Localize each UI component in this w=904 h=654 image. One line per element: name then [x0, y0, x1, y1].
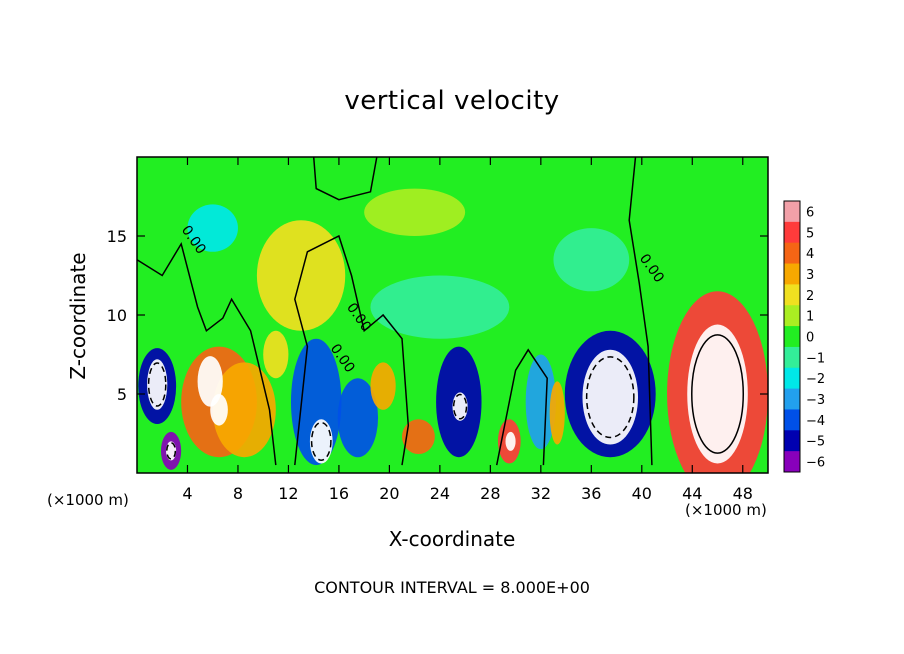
zero-contour-2 — [495, 348, 548, 466]
colorbar-swatch-6 — [784, 326, 800, 348]
colorbar-swatch-3 — [784, 263, 800, 285]
y-tick-label-0: 5 — [117, 385, 127, 404]
field-feature-27 — [553, 228, 630, 292]
x-unit-label-left: (×1000 m) — [47, 491, 129, 509]
field-feature-6 — [197, 356, 223, 407]
contour-22 — [585, 356, 635, 439]
colorbar-swatch-12 — [784, 451, 800, 473]
x-tick-label-1: 8 — [233, 484, 243, 503]
field-feature-28 — [364, 188, 466, 236]
colorbar-swatch-2 — [784, 242, 800, 265]
colorbar-label-9: −3 — [806, 393, 825, 408]
field-feature-16 — [452, 392, 468, 421]
colorbar: 6 5 4 3 2 1 0 −1 −2 −3 −4 −5 −6 — [783, 200, 825, 473]
field-feature-24 — [687, 324, 748, 464]
zero-contour-4 — [628, 157, 653, 466]
y-axis-label: Z-coordinate — [66, 252, 90, 380]
contour-24 — [691, 334, 745, 454]
x-tick-label-6: 28 — [480, 484, 500, 503]
zero-contour-1 — [294, 234, 410, 466]
chart-title: vertical velocity — [344, 86, 560, 116]
x-axis-ticks: 4 8 12 16 20 24 28 32 36 40 44 48 — [182, 157, 753, 503]
colorbar-label-11: −5 — [806, 435, 825, 450]
x-axis-label: X-coordinate — [388, 527, 516, 551]
field-feature-20 — [549, 381, 565, 445]
field-feature-13 — [370, 362, 396, 410]
x-tick-label-7: 32 — [531, 484, 551, 503]
x-tick-label-5: 24 — [430, 484, 450, 503]
field-feature-19 — [525, 354, 556, 450]
colorbar-swatch-4 — [784, 284, 800, 306]
colorbar-label-4: 2 — [806, 289, 814, 304]
field-feature-18 — [505, 431, 516, 451]
colorbar-label-3: 3 — [806, 268, 814, 283]
colorbar-label-1: 5 — [806, 226, 814, 241]
colorbar-swatch-5 — [784, 305, 800, 327]
field-feature-14 — [402, 419, 435, 455]
colorbar-label-10: −4 — [806, 414, 825, 429]
colorbar-label-7: −1 — [806, 351, 825, 366]
field-feature-5 — [212, 362, 276, 458]
colorbar-swatch-9 — [784, 388, 800, 410]
zero-contour-0 — [137, 241, 277, 466]
colorbar-swatch-7 — [784, 346, 800, 369]
field-feature-11 — [337, 378, 379, 458]
colorbar-label-0: 6 — [806, 205, 814, 220]
field-feature-3 — [166, 441, 177, 461]
zero-contours — [137, 157, 745, 466]
colorbar-swatch-0 — [784, 201, 800, 223]
contour-10 — [310, 421, 332, 461]
x-tick-label-11: 48 — [733, 484, 753, 503]
y-axis-ticks: 5 10 15 — [107, 227, 768, 404]
y-tick-label-1: 10 — [107, 306, 127, 325]
colorbar-label-6: 0 — [806, 331, 814, 346]
x-tick-label-2: 12 — [278, 484, 298, 503]
field-feature-25 — [187, 204, 238, 252]
x-tick-label-9: 40 — [632, 484, 652, 503]
zero-contour-3 — [312, 157, 378, 201]
x-tick-label-4: 20 — [379, 484, 399, 503]
colorbar-swatch-1 — [784, 221, 800, 244]
y-tick-label-2: 15 — [107, 227, 127, 246]
field-feature-26 — [370, 275, 510, 339]
colorbar-frame — [783, 200, 801, 473]
x-unit-label-right: (×1000 m) — [685, 501, 767, 519]
contour-16 — [452, 393, 468, 420]
colorbar-label-2: 4 — [806, 247, 814, 262]
colorbar-label-12: −6 — [806, 456, 825, 471]
colorbar-label-8: −2 — [806, 372, 825, 387]
contour-interval-label: CONTOUR INTERVAL = 8.000E+00 — [314, 578, 590, 597]
colorbar-swatch-10 — [784, 409, 800, 431]
field-feature-8 — [263, 330, 289, 379]
x-tick-label-3: 16 — [329, 484, 349, 503]
colorbar-label-5: 1 — [806, 310, 814, 325]
field-feature-10 — [309, 419, 333, 464]
x-tick-label-0: 4 — [182, 484, 192, 503]
contour-3 — [166, 442, 177, 460]
field-feature-7 — [210, 394, 228, 426]
field-feature-1 — [147, 359, 168, 410]
x-tick-label-8: 36 — [581, 484, 601, 503]
contour-1 — [147, 362, 167, 407]
colorbar-swatch-11 — [784, 430, 800, 452]
x-tick-label-10: 44 — [682, 484, 702, 503]
field-feature-22 — [582, 349, 639, 445]
colorbar-swatch-8 — [784, 367, 800, 390]
